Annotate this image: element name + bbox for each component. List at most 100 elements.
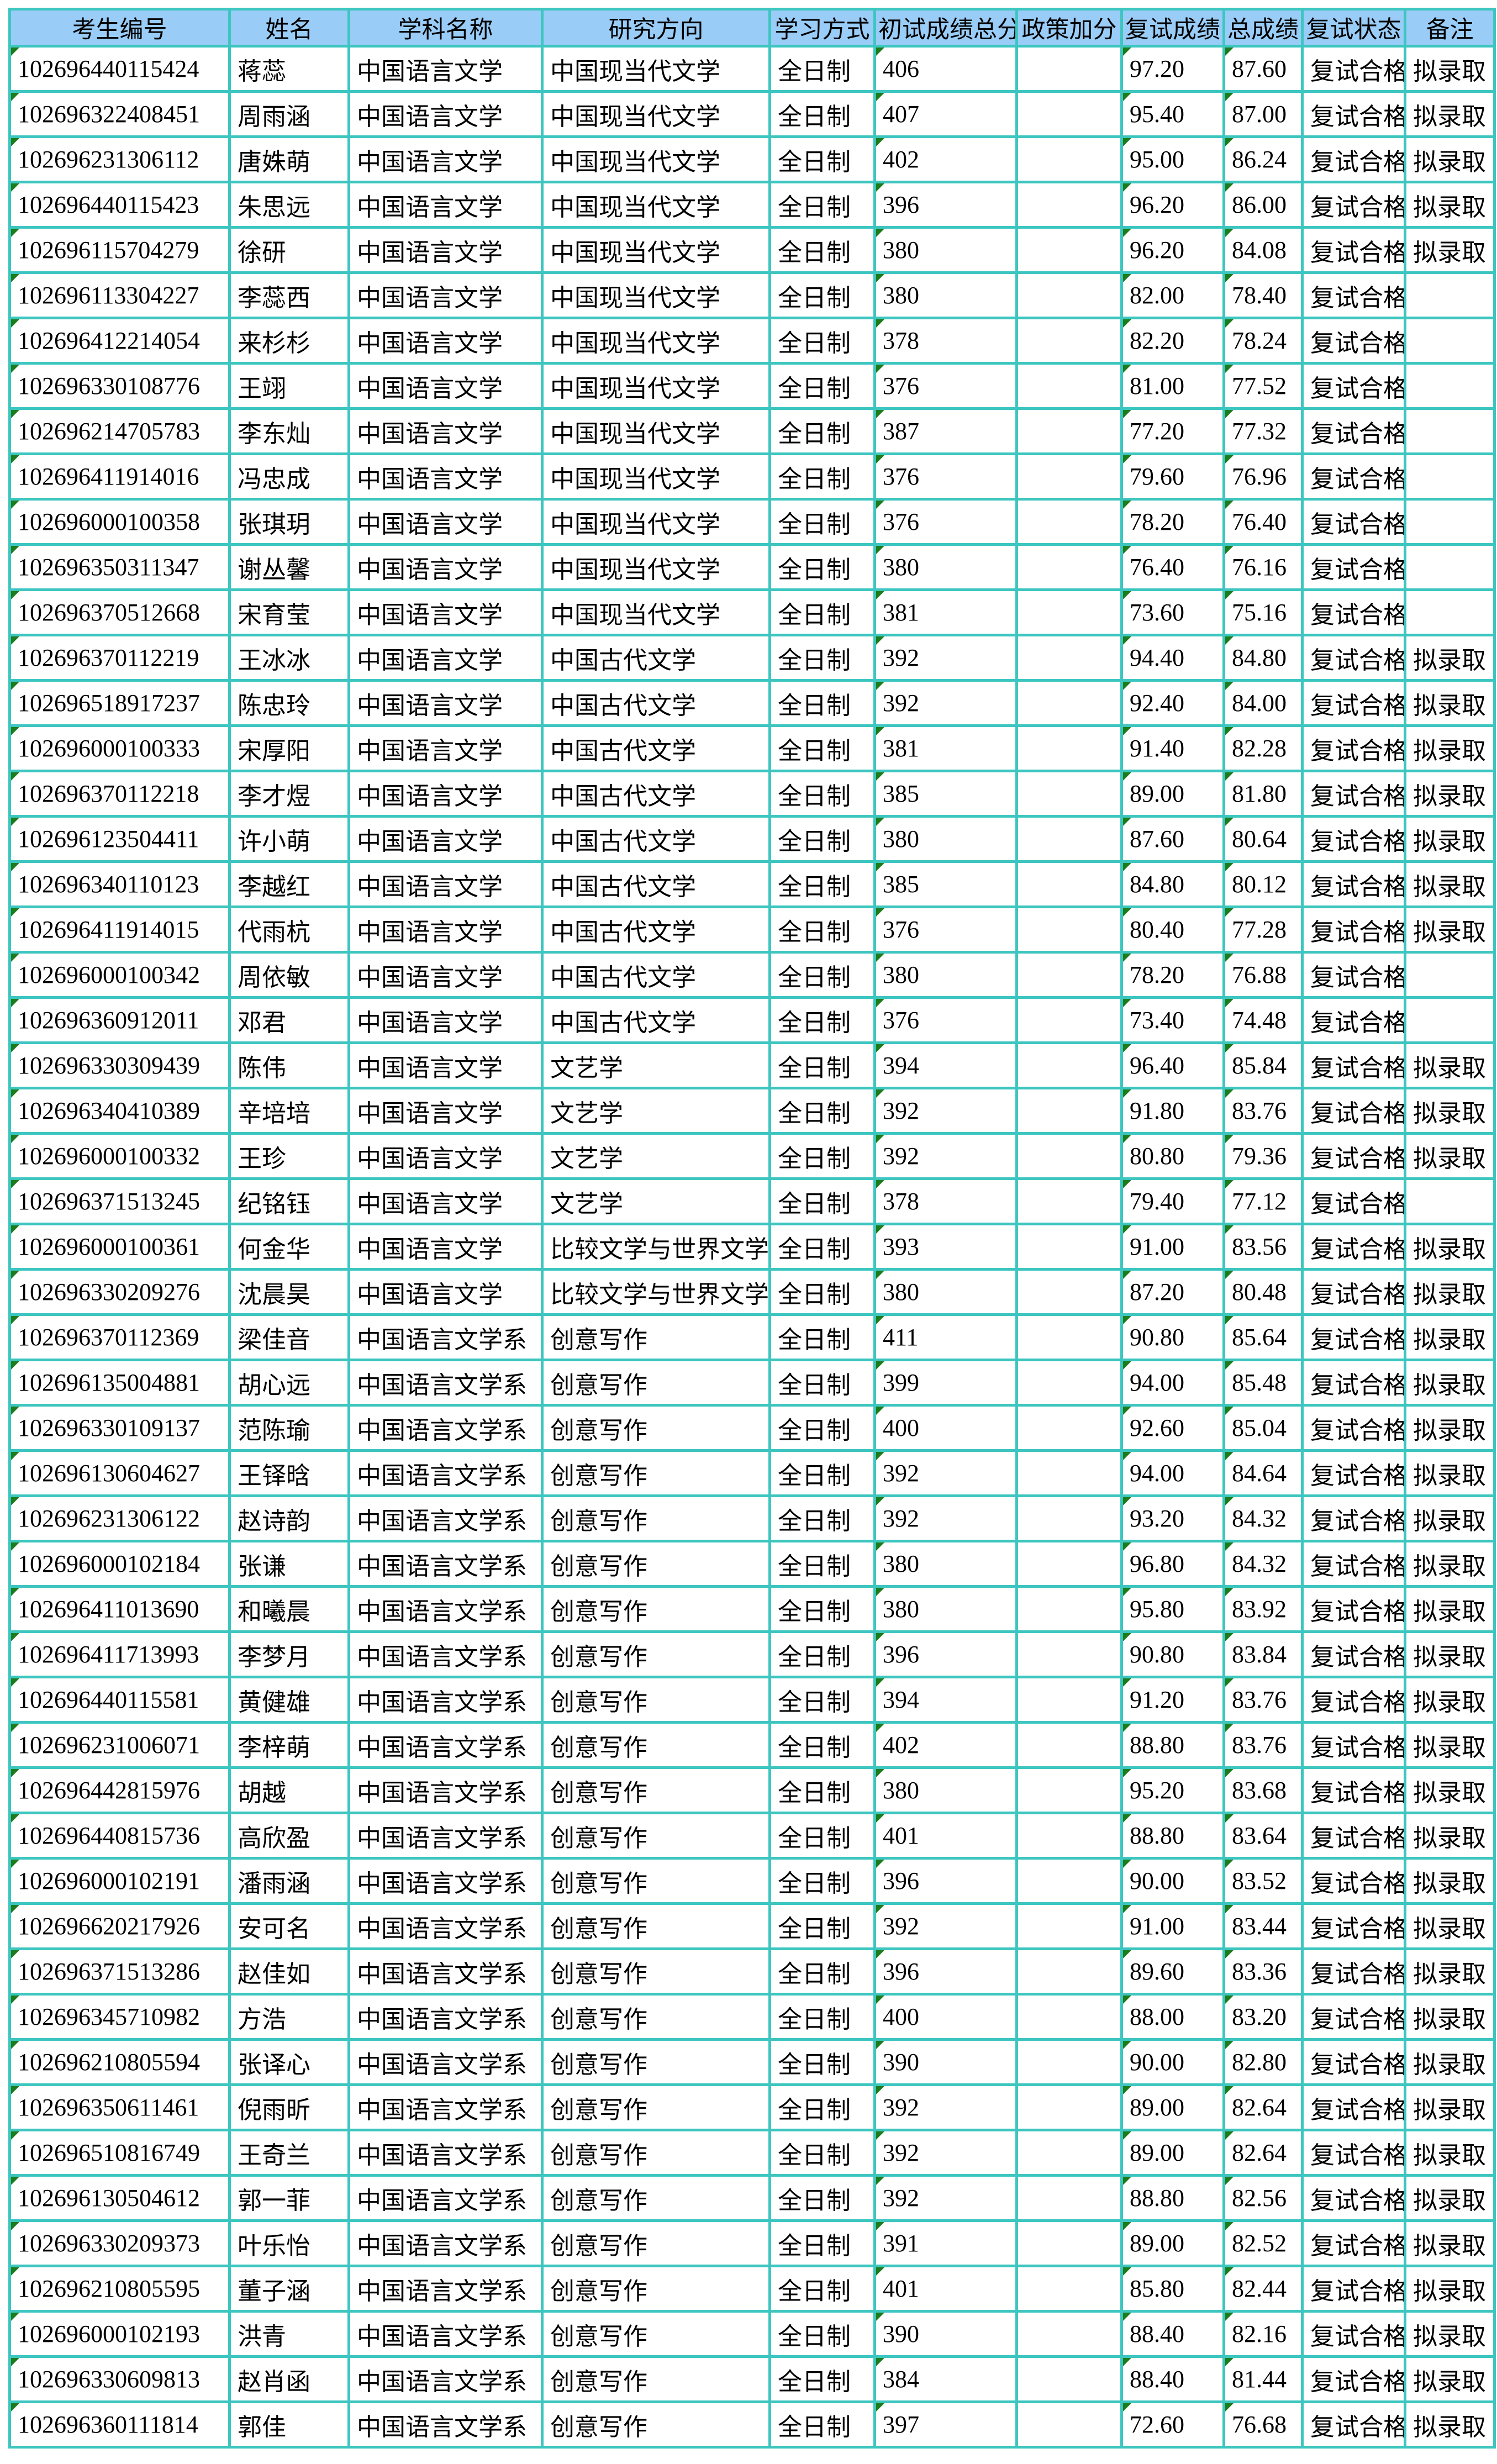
cell-value: 102696210805594 bbox=[18, 2049, 200, 2076]
cell-direction: 文艺学 bbox=[541, 1177, 771, 1225]
cell-value: 全日制 bbox=[778, 103, 851, 130]
cell-value: 赵肖函 bbox=[238, 2368, 310, 2395]
text-format-flag-icon bbox=[1124, 366, 1131, 373]
cell-value: 全日制 bbox=[778, 1462, 851, 1489]
cell-value: 全日制 bbox=[778, 239, 851, 266]
cell-remark: 拟录取 bbox=[1404, 634, 1496, 682]
cell-value: 全日制 bbox=[778, 1824, 851, 1852]
cell-initial-score: 392 bbox=[873, 1494, 1018, 1542]
text-format-flag-icon bbox=[1226, 683, 1234, 690]
cell-value: 中国语言文学 bbox=[357, 692, 503, 719]
cell-remark: 拟录取 bbox=[1404, 724, 1496, 772]
cell-value: 复试合格 bbox=[1310, 1462, 1405, 1489]
table-row: 102696214705783 李东灿 中国语言文学 中国现当代文学 全日制 387 77.… bbox=[8, 407, 1496, 455]
cell-retest-status: 复试合格 bbox=[1301, 679, 1406, 727]
cell-value: 拟录取 bbox=[1413, 1371, 1486, 1399]
cell-initial-score: 406 bbox=[873, 45, 1018, 93]
cell-candidate-no: 102696000100332 bbox=[8, 1132, 231, 1180]
text-format-flag-icon bbox=[12, 1453, 19, 1460]
cell-name: 王冰冰 bbox=[228, 634, 350, 682]
cell-value: 何金华 bbox=[238, 1235, 310, 1263]
cell-retest-status: 复试合格 bbox=[1301, 271, 1406, 319]
cell-candidate-no: 102696350311347 bbox=[8, 543, 231, 591]
cell-retest-score: 78.20 bbox=[1120, 498, 1225, 546]
cell-value: 全日制 bbox=[778, 1235, 851, 1263]
cell-subject: 中国语言文学 bbox=[347, 407, 544, 455]
cell-subject: 中国语言文学系 bbox=[347, 2174, 544, 2222]
cell-remark: 拟录取 bbox=[1404, 1540, 1496, 1588]
cell-value: 李才煜 bbox=[238, 782, 310, 810]
text-format-flag-icon bbox=[877, 1317, 884, 1324]
cell-remark: 拟录取 bbox=[1404, 1585, 1496, 1633]
cell-retest-score: 95.80 bbox=[1120, 1585, 1225, 1633]
cell-direction: 中国古代文学 bbox=[541, 679, 771, 727]
cell-remark bbox=[1404, 271, 1496, 319]
cell-value: 复试合格 bbox=[1310, 1326, 1405, 1354]
admission-results-table: 考生编号 姓名 学科名称 研究方向 学习方式 初试成绩总分 政策加分 复试成绩 … bbox=[8, 8, 1496, 2449]
cell-policy-bonus bbox=[1015, 2265, 1123, 2313]
text-format-flag-icon bbox=[12, 1770, 19, 1777]
cell-candidate-no: 102696135004881 bbox=[8, 1359, 231, 1407]
cell-study-mode: 全日制 bbox=[768, 1857, 876, 1905]
cell-retest-status: 复试合格 bbox=[1301, 45, 1406, 93]
cell-value: 402 bbox=[883, 1731, 919, 1759]
cell-value: 创意写作 bbox=[550, 2368, 647, 2395]
cell-value: 拟录取 bbox=[1413, 1145, 1486, 1172]
cell-value: 代雨杭 bbox=[238, 918, 310, 946]
cell-value: 378 bbox=[883, 327, 919, 354]
text-format-flag-icon bbox=[877, 1362, 884, 1370]
cell-initial-score: 385 bbox=[873, 860, 1018, 908]
cell-retest-score: 91.40 bbox=[1120, 724, 1225, 772]
cell-retest-status: 复试合格 bbox=[1301, 1812, 1406, 1860]
text-format-flag-icon bbox=[1226, 728, 1234, 735]
cell-value: 拟录取 bbox=[1413, 828, 1486, 855]
cell-policy-bonus bbox=[1015, 2038, 1123, 2086]
cell-retest-score: 85.80 bbox=[1120, 2265, 1225, 2313]
text-format-flag-icon bbox=[877, 1634, 884, 1641]
cell-study-mode: 全日制 bbox=[768, 588, 876, 636]
cell-direction: 创意写作 bbox=[541, 1812, 771, 1860]
cell-value: 复试合格 bbox=[1310, 2141, 1405, 2169]
cell-value: 81.80 bbox=[1232, 780, 1287, 807]
text-format-flag-icon bbox=[1124, 1815, 1131, 1823]
cell-value: 中国语言文学 bbox=[357, 284, 503, 312]
column-header-retest-score: 复试成绩 bbox=[1120, 8, 1225, 48]
cell-initial-score: 384 bbox=[873, 2355, 1018, 2403]
cell-value: 全日制 bbox=[778, 1371, 851, 1399]
cell-value: 许小萌 bbox=[238, 828, 310, 855]
cell-value: 复试合格 bbox=[1310, 1417, 1405, 1444]
cell-value: 高欣盈 bbox=[238, 1824, 310, 1852]
cell-value: 复试合格 bbox=[1310, 2096, 1405, 2124]
cell-direction: 中国现当代文学 bbox=[541, 226, 771, 274]
table-row: 102696330109137 范陈瑜 中国语言文学系 创意写作 全日制 400 92.60… bbox=[8, 1404, 1496, 1452]
cell-value: 拟录取 bbox=[1413, 1099, 1486, 1127]
cell-subject: 中国语言文学 bbox=[347, 1268, 544, 1316]
cell-direction: 创意写作 bbox=[541, 1404, 771, 1452]
cell-retest-score: 76.40 bbox=[1120, 543, 1225, 591]
cell-value: 96.20 bbox=[1130, 191, 1184, 218]
cell-value: 380 bbox=[883, 825, 919, 852]
cell-value: 拟录取 bbox=[1413, 2005, 1486, 2033]
cell-subject: 中国语言文学系 bbox=[347, 1630, 544, 1678]
text-format-flag-icon bbox=[877, 1136, 884, 1143]
cell-value: 复试合格 bbox=[1310, 601, 1405, 629]
text-format-flag-icon bbox=[12, 2087, 19, 2094]
cell-study-mode: 全日制 bbox=[768, 1177, 876, 1225]
column-header-name: 姓名 bbox=[228, 8, 350, 48]
cell-value: 胡越 bbox=[238, 1779, 286, 1807]
table-row: 102696330609813 赵肖函 中国语言文学系 创意写作 全日制 384 88.40… bbox=[8, 2355, 1496, 2403]
cell-study-mode: 全日制 bbox=[768, 135, 876, 183]
cell-remark bbox=[1404, 588, 1496, 636]
text-format-flag-icon bbox=[877, 592, 884, 599]
cell-subject: 中国语言文学 bbox=[347, 770, 544, 818]
text-format-flag-icon bbox=[1226, 1136, 1234, 1143]
cell-initial-score: 380 bbox=[873, 1540, 1018, 1588]
cell-value: 392 bbox=[883, 2094, 919, 2121]
text-format-flag-icon bbox=[877, 139, 884, 146]
text-format-flag-icon bbox=[877, 547, 884, 554]
cell-value: 94.00 bbox=[1130, 1460, 1184, 1487]
cell-total-score: 76.96 bbox=[1222, 452, 1304, 501]
text-format-flag-icon bbox=[1226, 1951, 1234, 1958]
cell-value: 385 bbox=[883, 871, 919, 898]
cell-retest-score: 91.20 bbox=[1120, 1676, 1225, 1724]
